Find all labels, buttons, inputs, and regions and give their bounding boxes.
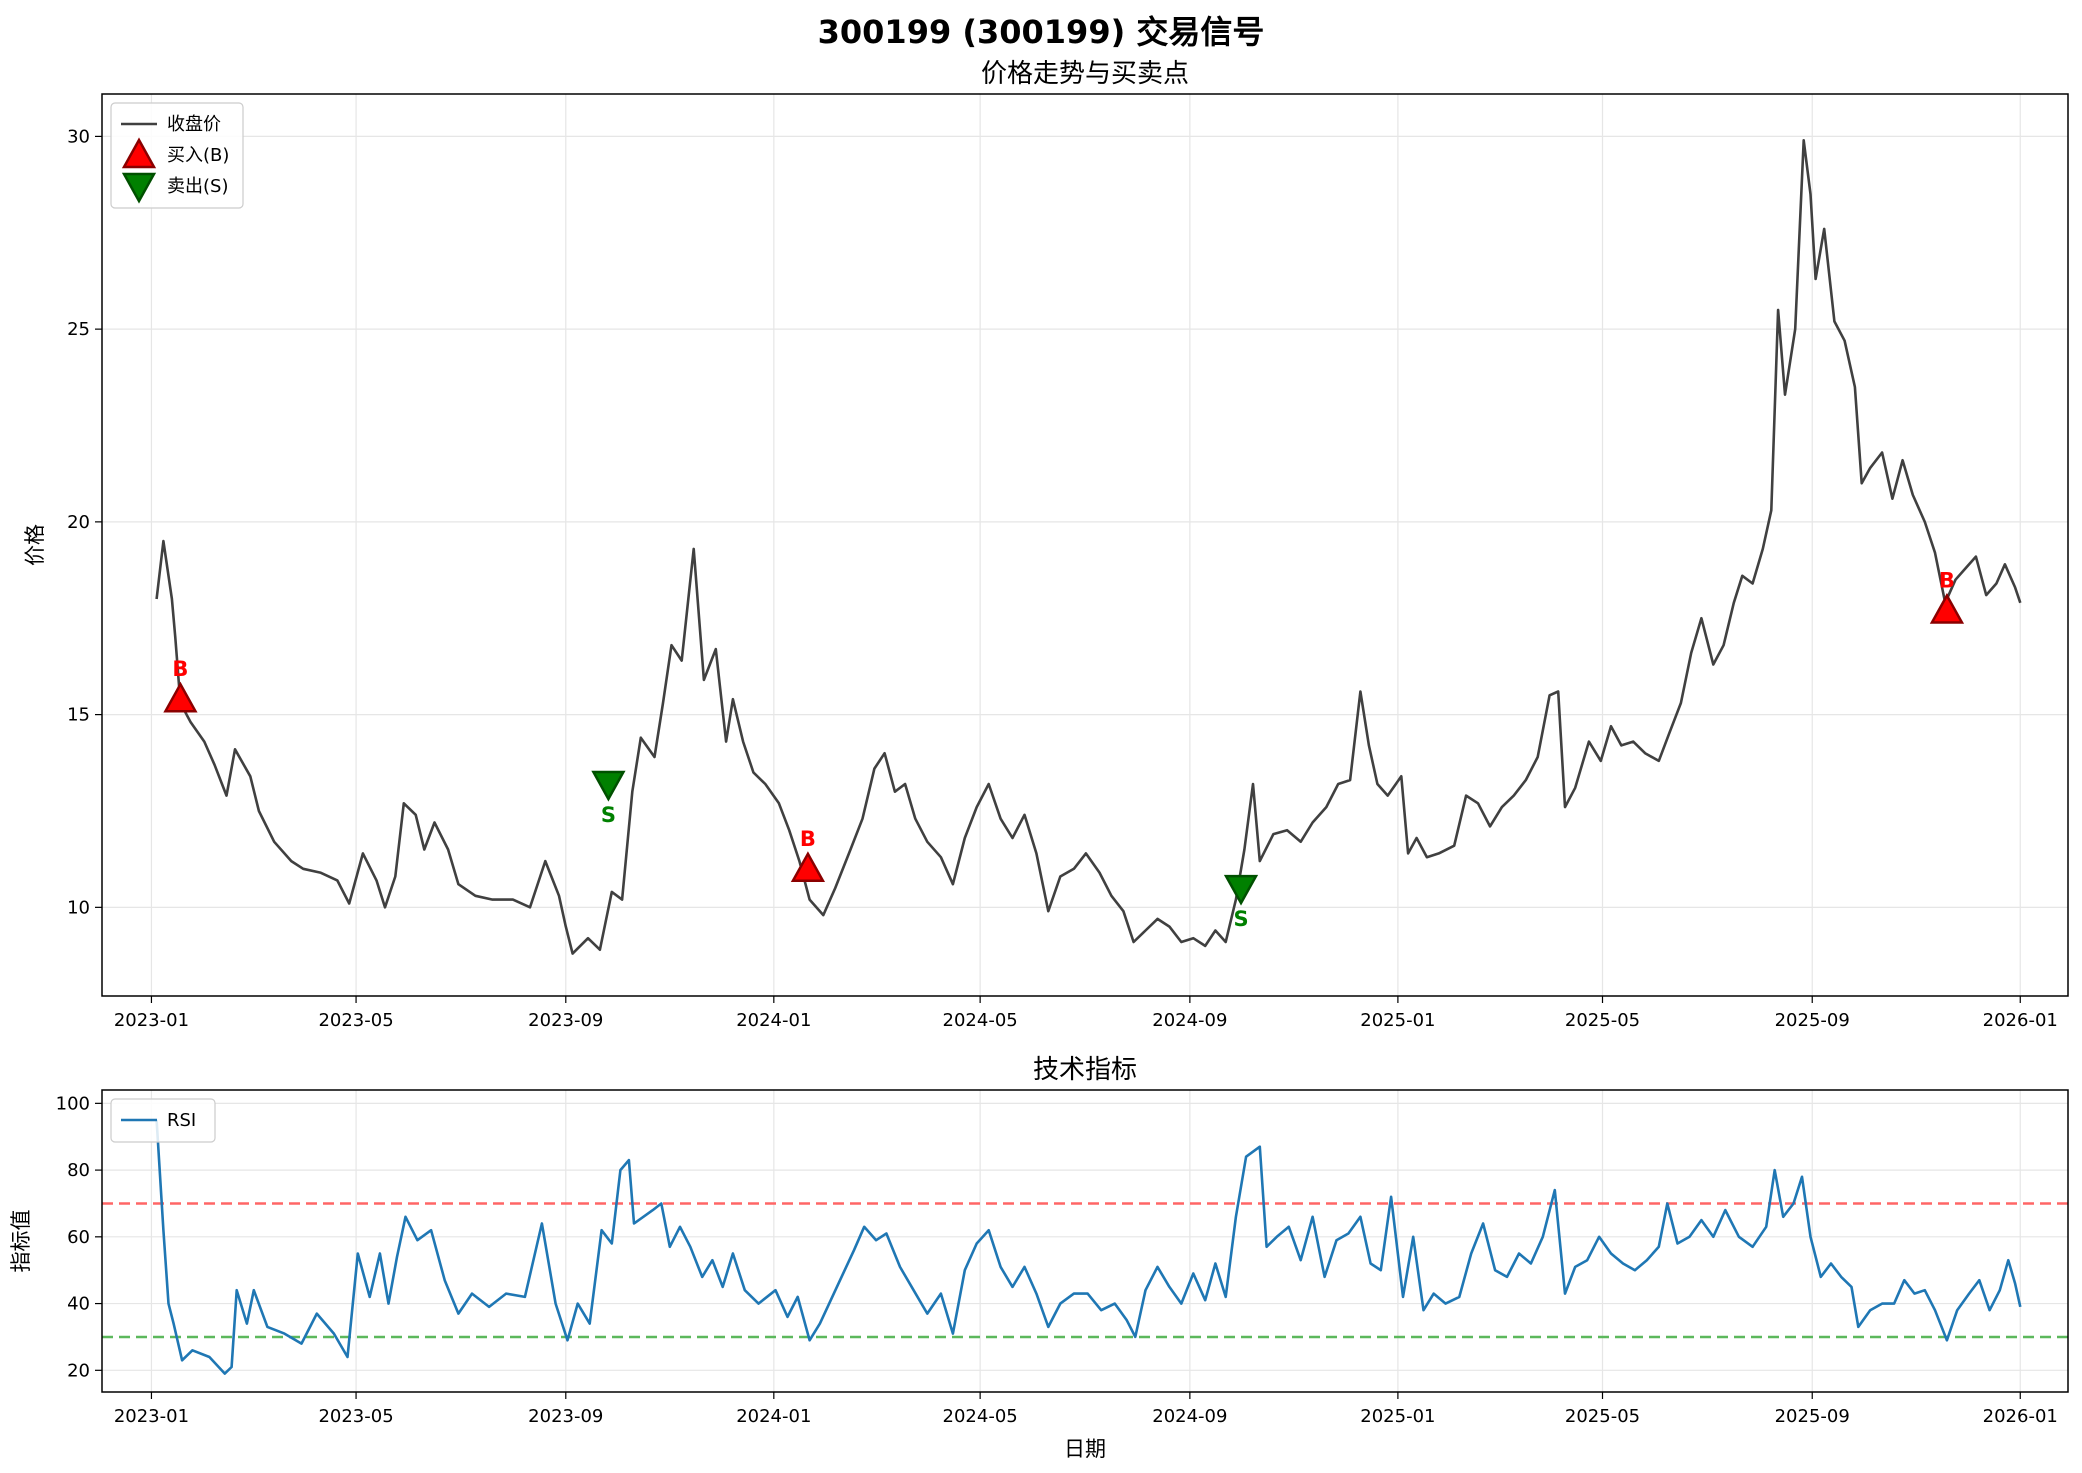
y-tick-label: 15 (67, 705, 90, 726)
plot-frame (101, 93, 2069, 997)
signal-label: B (800, 827, 816, 851)
legend-label: 买入(B) (167, 145, 229, 166)
figure-title: 300199 (300199) 交易信号 (818, 13, 1265, 51)
rsi-series-line (155, 1119, 2022, 1375)
x-tick-label: 2024-09 (1152, 1010, 1227, 1031)
y-tick-label: 20 (67, 512, 90, 533)
rsi-legend: RSI (110, 1098, 216, 1143)
y-tick-label: 25 (67, 319, 90, 340)
legend-label: 收盘价 (167, 114, 221, 135)
x-tick-label: 2024-05 (943, 1406, 1018, 1427)
x-tick-label: 2024-01 (736, 1010, 811, 1031)
rsi-title: 技术指标 (1033, 1055, 1137, 1085)
price-series-line (155, 139, 2022, 955)
legend-box (110, 1098, 216, 1143)
price-chart-panel: 2023-01 2023-05 2023-09 2024-01 2024-05 2024-… (23, 59, 2069, 1031)
x-tick-label: 2023-09 (528, 1406, 603, 1427)
signal-label: S (601, 803, 616, 827)
x-tick-label: 2025-05 (1565, 1406, 1640, 1427)
signal-label: B (172, 657, 188, 681)
y-tick-label: 80 (67, 1160, 90, 1181)
legend-label: RSI (167, 1110, 196, 1131)
x-tick-label: 2026-01 (1983, 1010, 2058, 1031)
buy-signal-marker (790, 851, 826, 883)
plot-frame (101, 1089, 2069, 1393)
gridlines (102, 94, 2068, 996)
rsi-x-axis-label: 日期 (1064, 1437, 1106, 1461)
x-tick-label: 2023-05 (318, 1010, 393, 1031)
x-tick-label: 2026-01 (1983, 1406, 2058, 1427)
buy-signal-marker (1929, 592, 1965, 624)
x-tick-label: 2024-05 (943, 1010, 1018, 1031)
y-tick-label: 40 (67, 1294, 90, 1315)
y-tick-label: 60 (67, 1227, 90, 1248)
rsi-y-axis-label: 指标值 (9, 1210, 33, 1273)
x-tick-label: 2025-09 (1775, 1406, 1850, 1427)
buy-signal-marker (163, 681, 198, 713)
legend-label: 卖出(S) (167, 176, 228, 197)
sell-signal-marker (1223, 874, 1259, 906)
signal-label: S (1233, 907, 1248, 931)
y-tick-label: 100 (56, 1093, 90, 1114)
legend-buy-marker (121, 137, 157, 169)
x-tick-label: 2024-01 (736, 1406, 811, 1427)
x-tick-label: 2025-01 (1360, 1010, 1435, 1031)
x-tick-label: 2025-05 (1565, 1010, 1640, 1031)
x-tick-label: 2024-09 (1152, 1406, 1227, 1427)
x-tick-label: 2023-09 (528, 1010, 603, 1031)
sell-signal-marker (591, 770, 626, 802)
x-tick-label: 2023-01 (114, 1406, 189, 1427)
x-tick-label: 2025-01 (1360, 1406, 1435, 1427)
x-tick-label: 2023-05 (318, 1406, 393, 1427)
x-tick-label: 2025-09 (1775, 1010, 1850, 1031)
legend-sell-marker (121, 172, 157, 204)
price-y-axis-label: 价格 (23, 524, 47, 566)
y-tick-label: 10 (67, 897, 90, 918)
y-tick-label: 20 (67, 1360, 90, 1381)
rsi-chart-panel: 2023-01 2023-05 2023-09 2024-01 2024-05 2024-… (9, 1055, 2069, 1461)
y-tick-label: 30 (67, 126, 90, 147)
x-tick-label: 2023-01 (114, 1010, 189, 1031)
signal-label: B (1939, 569, 1955, 593)
price-title: 价格走势与买卖点 (981, 59, 1189, 89)
